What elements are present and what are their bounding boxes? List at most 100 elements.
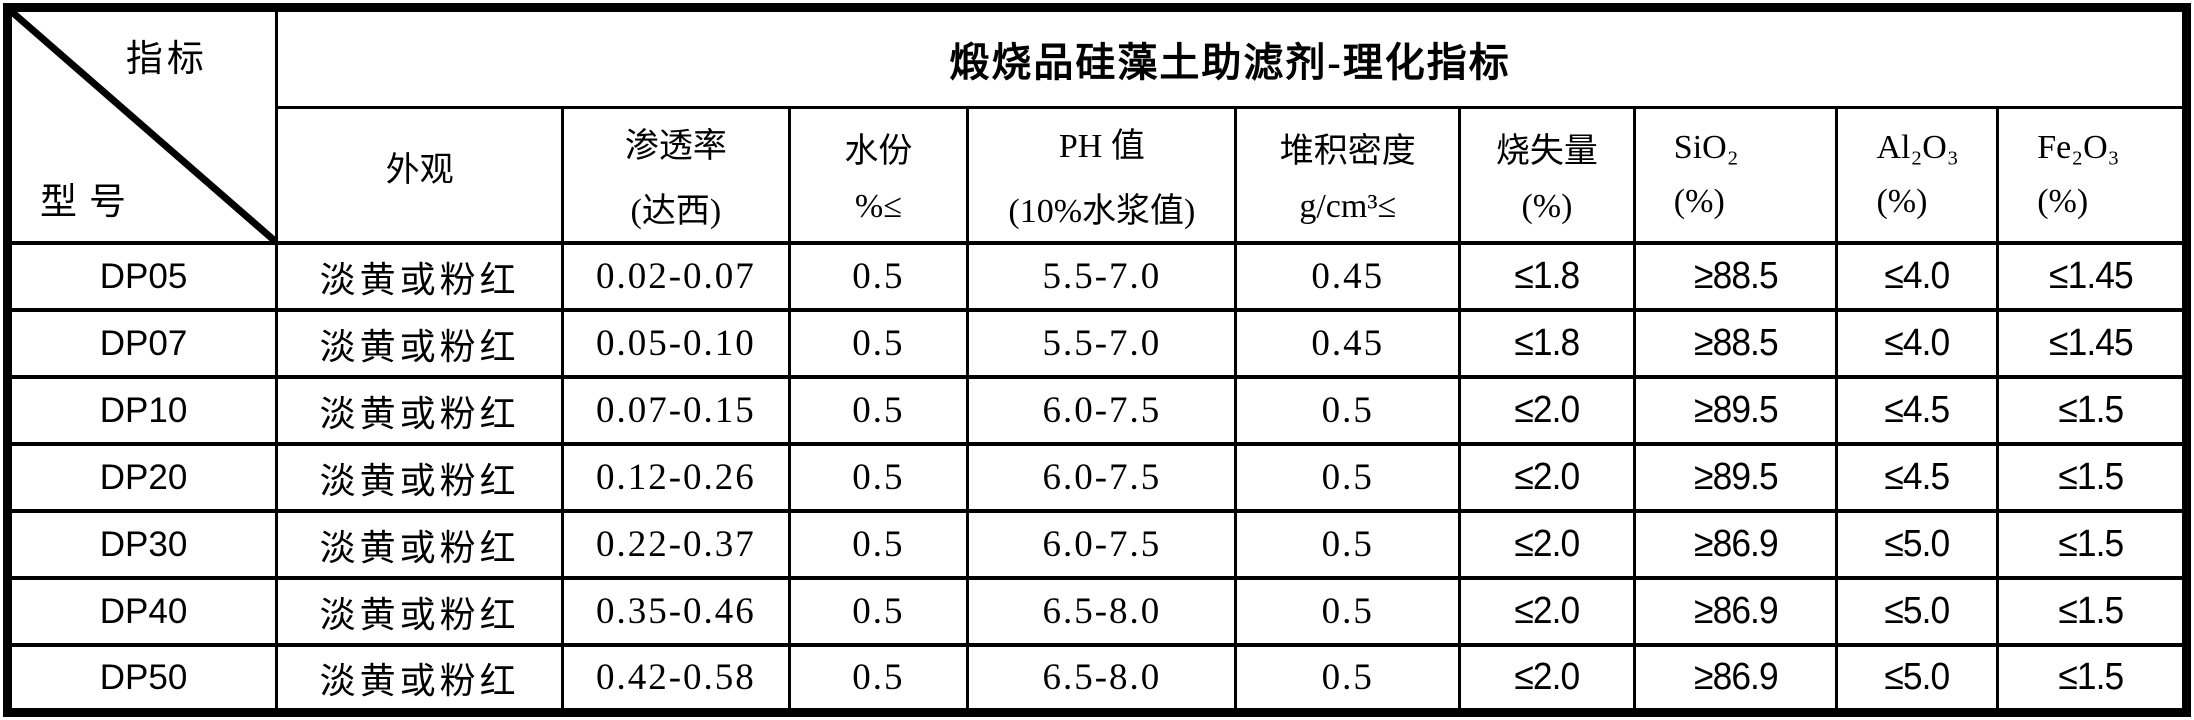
- cell-loss-on-ignition: ≤2.0: [1458, 509, 1636, 581]
- cell-al2o3: ≤4.5: [1835, 375, 2000, 447]
- spec-table: 指标 型号 煅烧品硅藻土助滤剂-理化指标 外观 渗透率 (达西) 水份 %≤ P…: [3, 3, 2191, 717]
- cell-ph: 6.5-8.0: [966, 576, 1238, 648]
- table-row: DP10 淡黄或粉红 0.07-0.15 0.5 6.0-7.5 0.5 ≤2.…: [5, 375, 2188, 447]
- header-label: 渗透率: [624, 127, 727, 165]
- header-label: 烧失量: [1495, 133, 1598, 171]
- cell-fe2o3: ≤1.5: [1996, 442, 2188, 514]
- cell-loss-on-ignition: ≤1.8: [1458, 308, 1636, 380]
- cell-model: DP20: [5, 442, 279, 514]
- cell-bulk-density: 0.5: [1234, 576, 1462, 648]
- diagonal-line-icon: [12, 12, 274, 240]
- cell-model: DP10: [5, 375, 279, 447]
- cell-moisture: 0.5: [787, 442, 970, 514]
- header-unit: (%): [1521, 188, 1573, 226]
- column-header-appearance: 外观: [275, 105, 565, 246]
- header-label: 外观: [385, 152, 454, 190]
- cell-loss-on-ignition: ≤2.0: [1458, 375, 1636, 447]
- cell-appearance: 淡黄或粉红: [275, 643, 565, 715]
- cell-sio2: ≥86.9: [1632, 643, 1839, 715]
- header-unit: (%): [1876, 182, 1928, 220]
- cell-sio2: ≥88.5: [1632, 241, 1839, 313]
- cell-loss-on-ignition: ≤2.0: [1458, 442, 1636, 514]
- cell-model: DP40: [5, 576, 279, 648]
- cell-moisture: 0.5: [787, 308, 970, 380]
- cell-appearance: 淡黄或粉红: [275, 375, 565, 447]
- cell-bulk-density: 0.45: [1234, 241, 1462, 313]
- cell-loss-on-ignition: ≤2.0: [1458, 576, 1636, 648]
- header-label: 堆积密度: [1279, 133, 1416, 171]
- cell-appearance: 淡黄或粉红: [275, 308, 565, 380]
- header-unit: g/cm³≤: [1299, 188, 1397, 226]
- cell-moisture: 0.5: [787, 241, 970, 313]
- cell-bulk-density: 0.5: [1234, 375, 1462, 447]
- cell-al2o3: ≤4.0: [1835, 241, 2000, 313]
- table-row: DP40 淡黄或粉红 0.35-0.46 0.5 6.5-8.0 0.5 ≤2.…: [5, 576, 2188, 648]
- cell-moisture: 0.5: [787, 576, 970, 648]
- cell-permeability: 0.02-0.07: [561, 241, 791, 313]
- cell-model: DP07: [5, 308, 279, 380]
- column-header-sio2: SiO₂ (%): [1632, 105, 1839, 246]
- cell-moisture: 0.5: [787, 643, 970, 715]
- header-label: PH 值: [1058, 127, 1145, 165]
- cell-bulk-density: 0.5: [1234, 509, 1462, 581]
- header-label: 水份: [844, 133, 913, 171]
- cell-permeability: 0.05-0.10: [561, 308, 791, 380]
- cell-fe2o3: ≤1.5: [1996, 375, 2188, 447]
- table-title: 煅烧品硅藻土助滤剂-理化指标: [275, 6, 2188, 109]
- corner-cell: 指标 型号: [5, 6, 279, 246]
- cell-al2o3: ≤4.5: [1835, 442, 2000, 514]
- corner-indicator-label: 指标: [125, 39, 208, 80]
- column-header-fe2o3: Fe₂O₃ (%): [1996, 105, 2188, 246]
- cell-moisture: 0.5: [787, 509, 970, 581]
- cell-appearance: 淡黄或粉红: [275, 241, 565, 313]
- column-header-moisture: 水份 %≤: [787, 105, 970, 246]
- cell-fe2o3: ≤1.5: [1996, 509, 2188, 581]
- cell-al2o3: ≤5.0: [1835, 576, 2000, 648]
- cell-moisture: 0.5: [787, 375, 970, 447]
- header-label: SiO₂: [1673, 128, 1739, 166]
- cell-permeability: 0.22-0.37: [561, 509, 791, 581]
- cell-ph: 6.0-7.5: [966, 509, 1238, 581]
- header-unit: (%): [1673, 182, 1725, 220]
- header-label: Al₂O₃: [1876, 128, 1959, 166]
- cell-sio2: ≥86.9: [1632, 509, 1839, 581]
- cell-ph: 6.5-8.0: [966, 643, 1238, 715]
- cell-appearance: 淡黄或粉红: [275, 576, 565, 648]
- header-unit: (%): [2037, 182, 2089, 220]
- cell-bulk-density: 0.45: [1234, 308, 1462, 380]
- table-row: DP07 淡黄或粉红 0.05-0.10 0.5 5.5-7.0 0.45 ≤1…: [5, 308, 2188, 380]
- cell-permeability: 0.35-0.46: [561, 576, 791, 648]
- table-row: DP50 淡黄或粉红 0.42-0.58 0.5 6.5-8.0 0.5 ≤2.…: [5, 643, 2188, 715]
- cell-model: DP50: [5, 643, 279, 715]
- cell-appearance: 淡黄或粉红: [275, 442, 565, 514]
- cell-sio2: ≥89.5: [1632, 375, 1839, 447]
- cell-appearance: 淡黄或粉红: [275, 509, 565, 581]
- corner-model-label: 型号: [40, 182, 138, 224]
- cell-ph: 5.5-7.0: [966, 241, 1238, 313]
- cell-permeability: 0.12-0.26: [561, 442, 791, 514]
- cell-al2o3: ≤5.0: [1835, 643, 2000, 715]
- header-label: Fe₂O₃: [2037, 128, 2120, 166]
- cell-loss-on-ignition: ≤2.0: [1458, 643, 1636, 715]
- column-header-ph: PH 值 (10%水浆值): [966, 105, 1238, 246]
- table-row: DP20 淡黄或粉红 0.12-0.26 0.5 6.0-7.5 0.5 ≤2.…: [5, 442, 2188, 514]
- column-header-al2o3: Al₂O₃ (%): [1835, 105, 2000, 246]
- cell-al2o3: ≤5.0: [1835, 509, 2000, 581]
- cell-permeability: 0.07-0.15: [561, 375, 791, 447]
- header-unit: (达西): [630, 192, 722, 230]
- cell-ph: 6.0-7.5: [966, 442, 1238, 514]
- cell-fe2o3: ≤1.5: [1996, 643, 2188, 715]
- cell-bulk-density: 0.5: [1234, 643, 1462, 715]
- table-row: DP05 淡黄或粉红 0.02-0.07 0.5 5.5-7.0 0.45 ≤1…: [5, 241, 2188, 313]
- cell-loss-on-ignition: ≤1.8: [1458, 241, 1636, 313]
- cell-permeability: 0.42-0.58: [561, 643, 791, 715]
- column-header-loss-on-ignition: 烧失量 (%): [1458, 105, 1636, 246]
- cell-sio2: ≥89.5: [1632, 442, 1839, 514]
- cell-fe2o3: ≤1.45: [1996, 308, 2188, 380]
- cell-bulk-density: 0.5: [1234, 442, 1462, 514]
- cell-sio2: ≥86.9: [1632, 576, 1839, 648]
- header-unit: %≤: [854, 188, 902, 226]
- cell-ph: 5.5-7.0: [966, 308, 1238, 380]
- cell-model: DP30: [5, 509, 279, 581]
